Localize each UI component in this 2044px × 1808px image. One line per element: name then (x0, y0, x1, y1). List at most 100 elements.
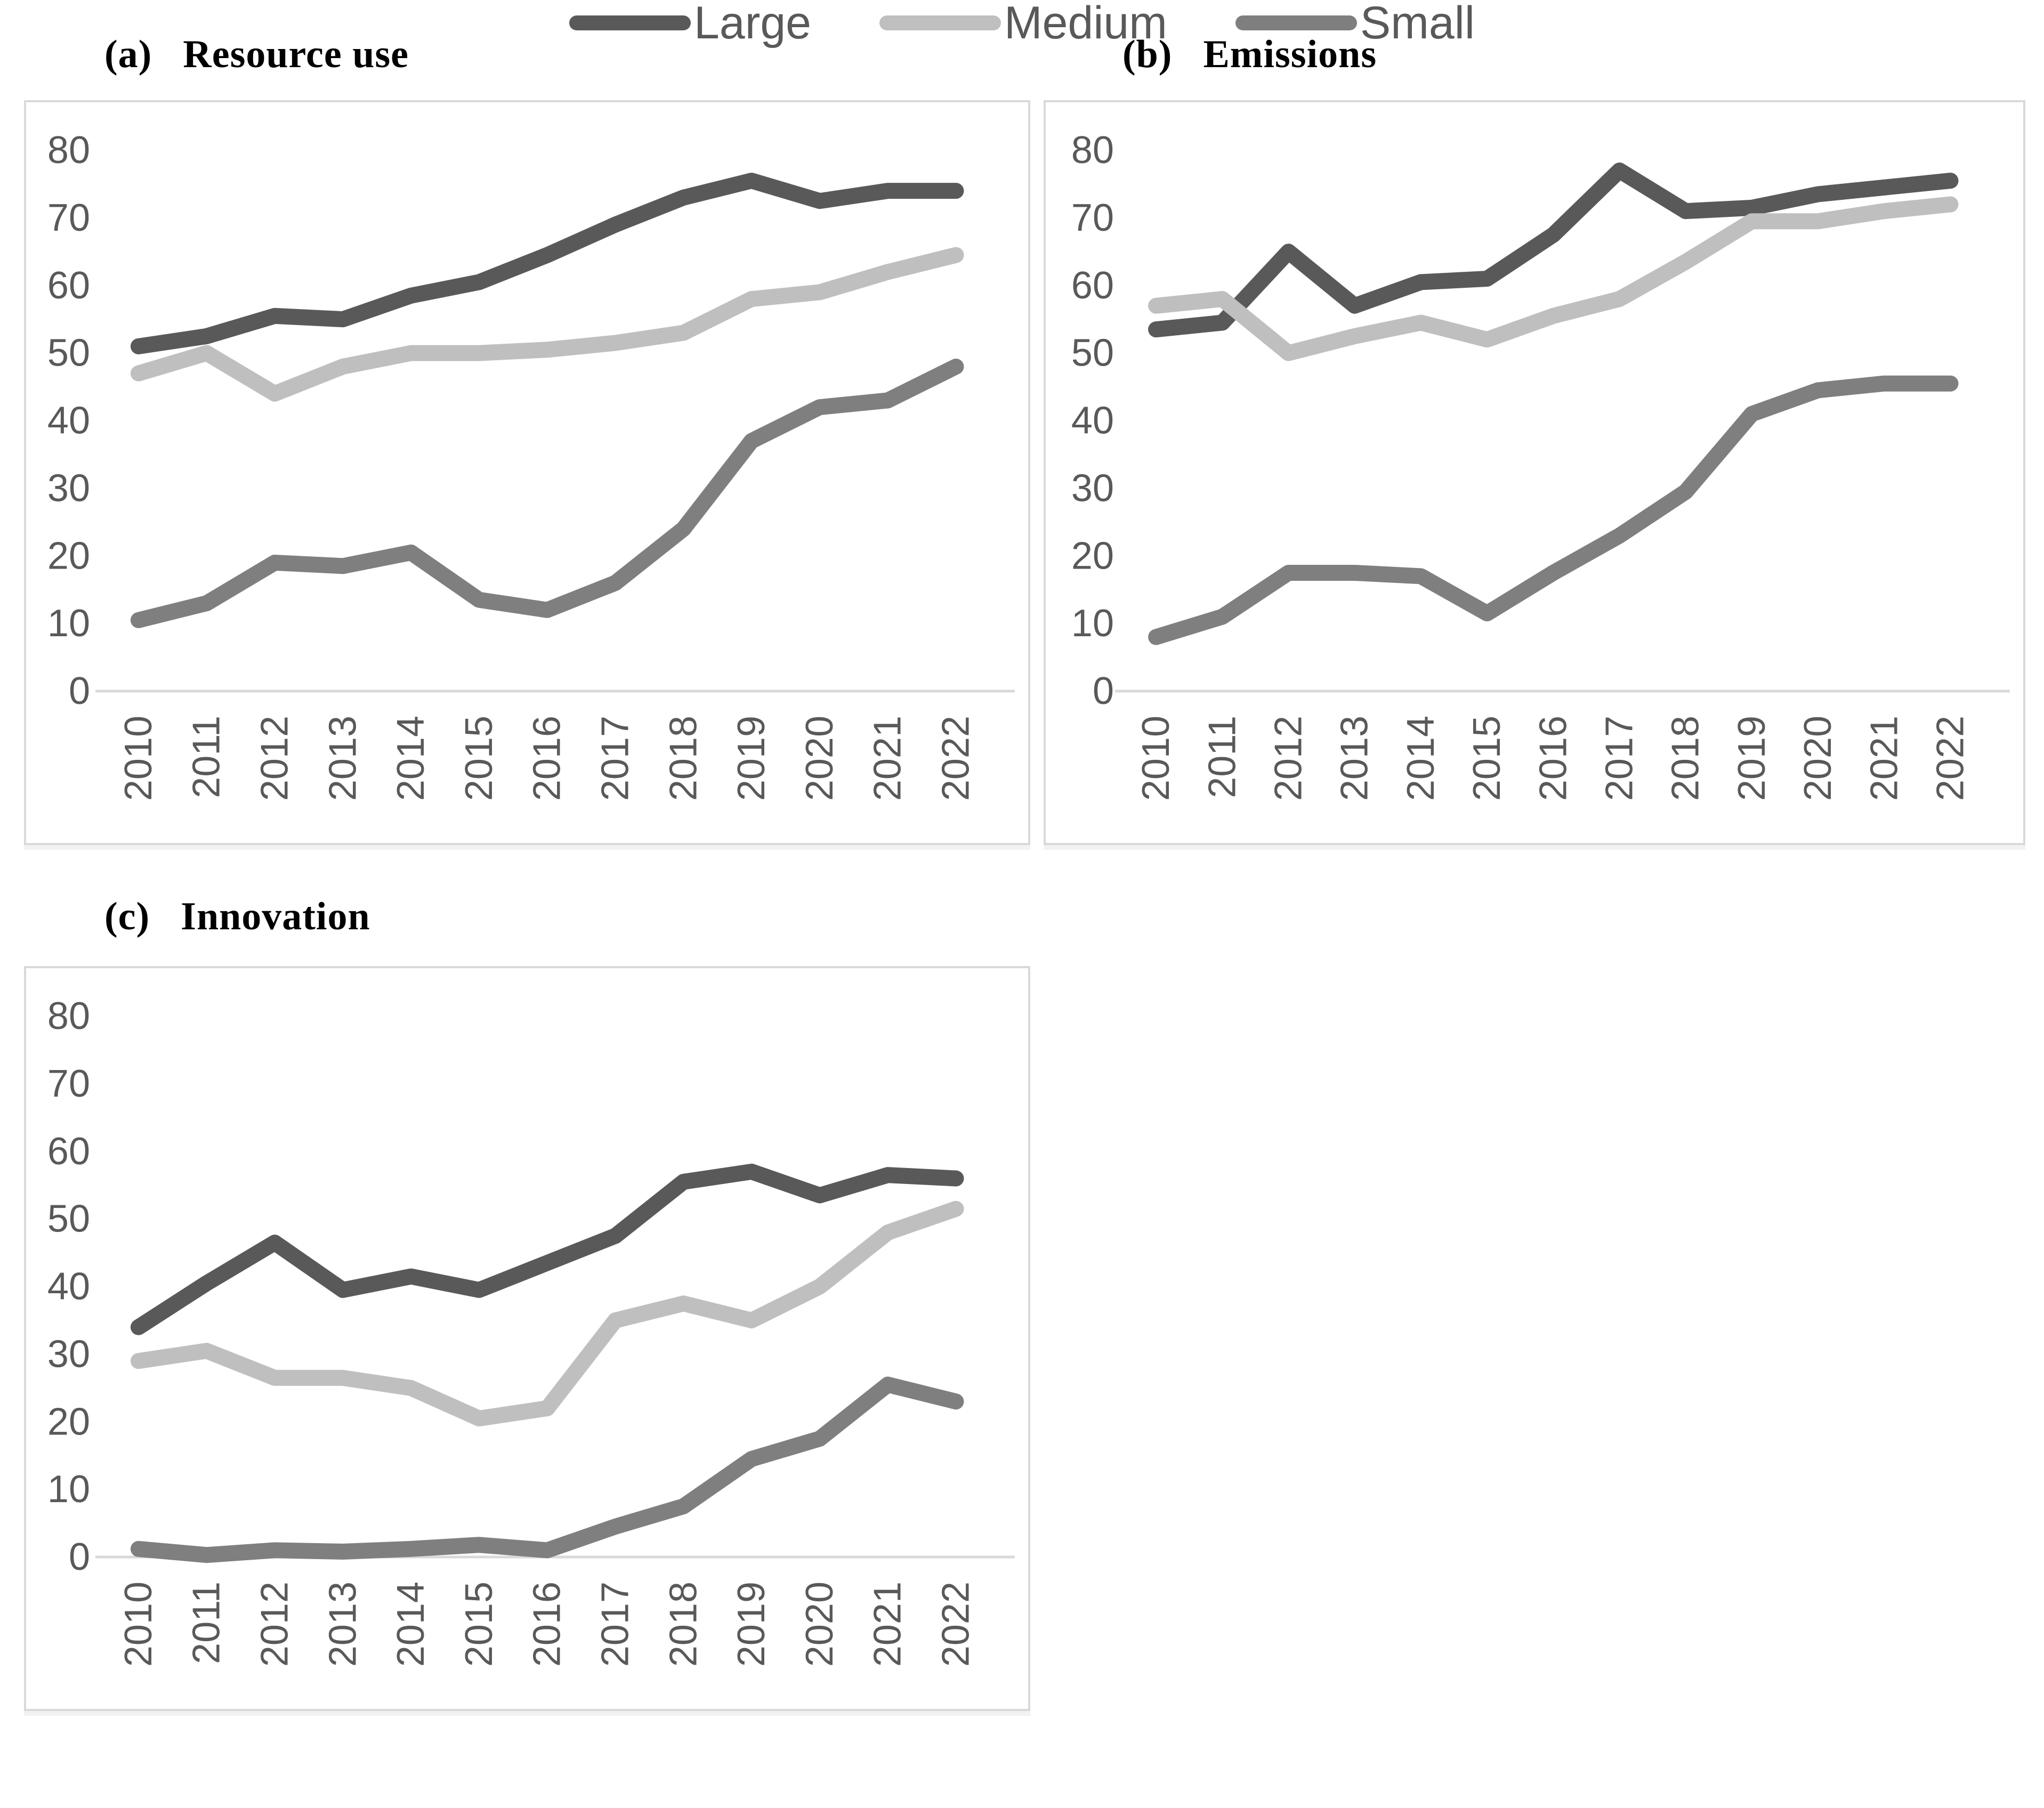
x-tick-label: 2018 (662, 716, 705, 801)
chart-a-title: (a) Resource use (104, 32, 409, 77)
y-tick-label: 60 (47, 1130, 90, 1173)
x-tick-label: 2017 (1598, 716, 1641, 801)
y-tick-label: 50 (1071, 332, 1114, 375)
y-tick-label: 60 (47, 264, 90, 307)
chart-b-title: (b) Emissions (1122, 32, 1377, 77)
y-tick-label: 70 (47, 197, 90, 239)
legend-item-small: Small (1235, 0, 1475, 46)
series-line-small (130, 1376, 964, 1563)
y-tick-label: 0 (69, 1536, 90, 1578)
series-line-large (130, 1163, 964, 1335)
x-tick-label: 2014 (1400, 716, 1442, 801)
x-tick-label: 2017 (594, 1582, 637, 1667)
legend-label-large: Large (694, 0, 812, 48)
x-tick-label: 2016 (1532, 716, 1574, 801)
y-tick-label: 70 (1071, 197, 1114, 239)
chart-c-title-text: Innovation (181, 895, 370, 938)
x-tick-label: 2020 (798, 1582, 841, 1667)
y-tick-label: 80 (47, 129, 90, 172)
x-tick-label: 2021 (867, 1582, 909, 1667)
x-tick-label: 2021 (867, 716, 909, 801)
x-tick-label: 2013 (321, 1582, 364, 1667)
y-tick-label: 50 (47, 1198, 90, 1241)
legend-swatch-medium (879, 15, 1001, 30)
x-tick-label: 2019 (730, 716, 773, 801)
y-tick-label: 10 (1071, 602, 1114, 645)
series-line-medium (130, 247, 964, 402)
chart-c-plot: 0 10 20 30 40 50 60 70 80 2010 2011 2012 2013 2014 201… (47, 995, 1015, 1667)
x-tick-label: 2010 (1135, 716, 1177, 801)
x-tick-label: 2018 (1665, 716, 1707, 801)
series-line-small (1148, 375, 1959, 645)
y-tick-label: 40 (47, 400, 90, 442)
series-line-large (1148, 163, 1959, 338)
y-tick-label: 0 (69, 670, 90, 712)
x-tick-label: 2020 (798, 716, 841, 801)
y-tick-label: 20 (1071, 534, 1114, 577)
y-tick-label: 10 (47, 602, 90, 645)
y-tick-label: 30 (47, 467, 90, 509)
x-tick-label: 2022 (1929, 716, 1972, 801)
x-tick-label: 2015 (458, 716, 500, 801)
y-tick-label: 60 (1071, 264, 1114, 307)
y-tick-label: 20 (47, 1400, 90, 1443)
x-tick-label: 2011 (1201, 716, 1243, 798)
legend-swatch-small (1235, 15, 1357, 30)
y-tick-label: 70 (47, 1063, 90, 1105)
x-tick-label: 2022 (935, 716, 977, 801)
chart-a-plot: 0 10 20 30 40 50 60 70 80 2010 2011 2012 2013 2014 201… (47, 129, 1015, 801)
x-tick-label: 2013 (1334, 716, 1376, 801)
x-tick-label: 2020 (1797, 716, 1839, 801)
x-tick-label: 2015 (1466, 716, 1508, 801)
y-tick-label: 10 (47, 1468, 90, 1511)
x-tick-label: 2011 (185, 716, 228, 798)
x-tick-label: 2019 (1731, 716, 1773, 801)
x-tick-label: 2014 (390, 1582, 432, 1667)
series-line-medium (130, 1201, 964, 1426)
chart-c-index-label: (c) (104, 895, 150, 938)
y-tick-label: 30 (47, 1333, 90, 1375)
y-tick-label: 0 (1093, 670, 1114, 712)
legend: Large Medium Small (0, 0, 2044, 46)
legend-label-medium: Medium (1004, 0, 1167, 48)
x-tick-label: 2011 (185, 1582, 228, 1664)
x-tick-label: 2018 (662, 1582, 705, 1667)
x-tick-label: 2012 (254, 1582, 296, 1667)
x-tick-label: 2015 (458, 1582, 500, 1667)
y-tick-label: 30 (1071, 467, 1114, 509)
x-tick-label: 2017 (594, 716, 637, 801)
legend-item-large: Large (569, 0, 811, 46)
series-line-medium (1148, 196, 1959, 361)
y-tick-label: 40 (47, 1266, 90, 1308)
x-tick-label: 2016 (526, 1582, 569, 1667)
chart-c-title: (c) Innovation (104, 894, 370, 939)
x-tick-label: 2013 (321, 716, 364, 801)
chart-c-panel: 0 10 20 30 40 50 60 70 80 2010 2011 2012 2013 2014 201… (24, 966, 1030, 1711)
x-tick-label: 2016 (526, 716, 569, 801)
chart-a-panel: 0 10 20 30 40 50 60 70 80 2010 2011 2012 2013 2014 201… (24, 100, 1030, 845)
x-tick-label: 2010 (117, 1582, 160, 1667)
y-tick-label: 80 (1071, 129, 1114, 172)
chart-b-plot: 0 10 20 30 40 50 60 70 80 2010 2011 2012 2013 2014 201… (1071, 129, 2010, 801)
chart-b-panel: 0 10 20 30 40 50 60 70 80 2010 2011 2012 2013 2014 201… (1044, 100, 2025, 845)
x-tick-label: 2014 (390, 716, 432, 801)
y-tick-label: 40 (1071, 400, 1114, 442)
x-tick-label: 2012 (254, 716, 296, 801)
series-line-large (130, 173, 964, 354)
series-line-small (130, 359, 964, 628)
x-tick-label: 2021 (1863, 716, 1905, 801)
legend-item-medium: Medium (879, 0, 1167, 46)
x-tick-label: 2022 (935, 1582, 977, 1667)
y-tick-label: 80 (47, 995, 90, 1037)
x-tick-label: 2012 (1267, 716, 1310, 801)
x-tick-label: 2019 (730, 1582, 773, 1667)
y-tick-label: 50 (47, 332, 90, 375)
chart-a-index-label: (a) (104, 33, 152, 76)
chart-b-title-text: Emissions (1203, 33, 1377, 76)
chart-a-title-text: Resource use (183, 33, 409, 76)
y-tick-label: 20 (47, 534, 90, 577)
legend-swatch-large (569, 15, 691, 30)
legend-label-small: Small (1360, 0, 1475, 48)
chart-b-index-label: (b) (1122, 33, 1173, 76)
